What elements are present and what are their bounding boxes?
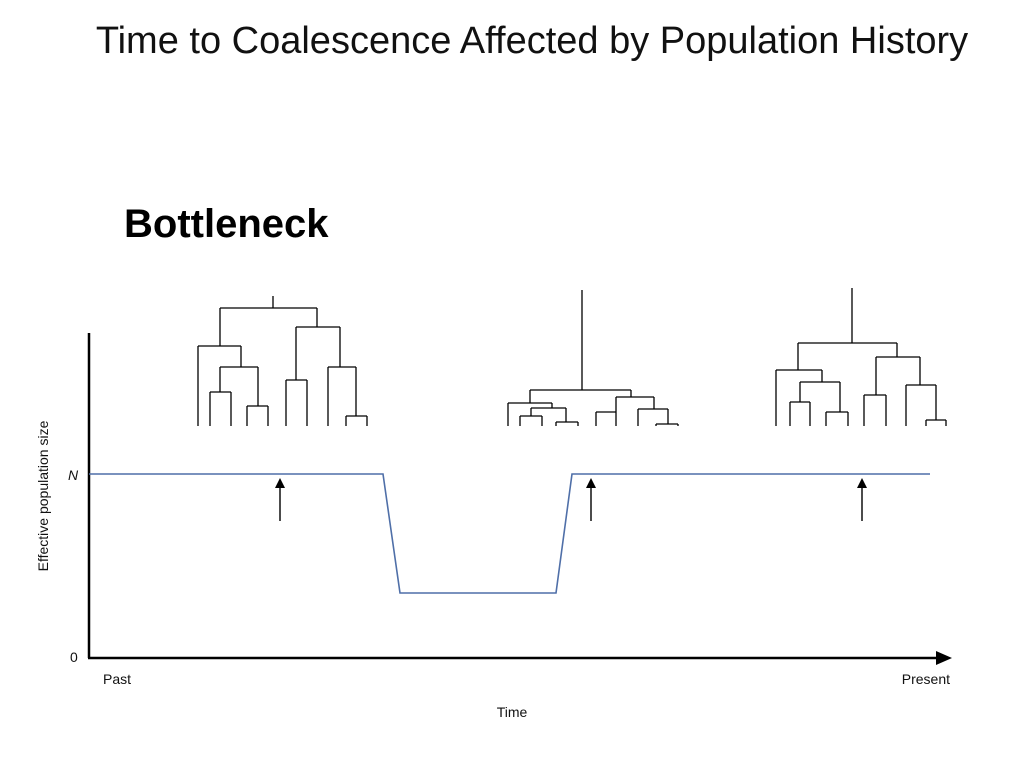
y-axis-label: Effective population size <box>35 420 51 571</box>
slide-title: Time to Coalescence Affected by Populati… <box>95 20 969 62</box>
large-population-tree <box>197 296 368 426</box>
x-start-label: Past <box>103 671 131 687</box>
population-size-line <box>89 473 930 594</box>
x-axis-arrowhead <box>936 651 952 665</box>
y-tick-zero: 0 <box>70 649 78 665</box>
y-tick-n: N <box>68 467 79 483</box>
x-end-label: Present <box>902 671 950 687</box>
recovered-population-tree <box>775 288 947 426</box>
bottleneck-tree <box>507 290 679 426</box>
x-axis-label: Time <box>497 704 528 720</box>
section-subtitle: Bottleneck <box>124 202 329 246</box>
